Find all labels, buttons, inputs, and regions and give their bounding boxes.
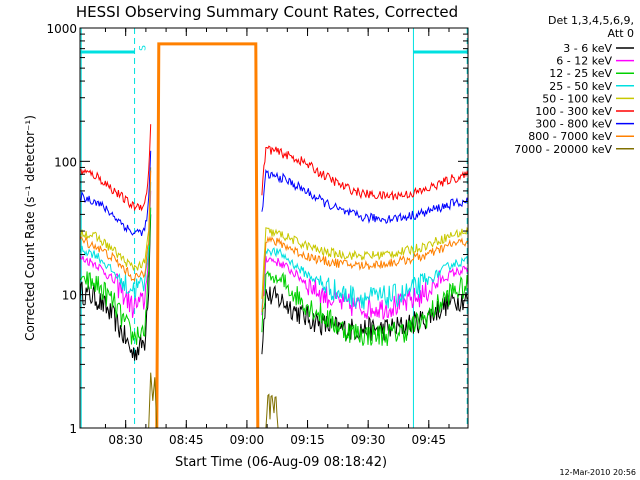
series-line-3-6-kev	[79, 214, 152, 361]
legend-label-50-100-kev: 50 - 100 keV	[542, 92, 612, 105]
series-line-6-12-kev	[261, 255, 469, 320]
x-tick-label: 09:45	[411, 433, 446, 447]
legend-label-3-6-kev: 3 - 6 keV	[563, 42, 612, 55]
footer-timestamp: 12-Mar-2010 20:56	[560, 468, 637, 477]
x-tick-label: 08:45	[169, 433, 204, 447]
x-axis: 08:30 08:45 09:00 09:15 09:30 09:45	[104, 28, 450, 447]
y-tick-label: 10	[62, 289, 77, 303]
series-line-100-300-kev	[261, 145, 469, 201]
series-line-25-50-kev	[79, 181, 152, 300]
series-line-7000-20000-kev	[265, 393, 279, 429]
legend-label-7000-20000-kev: 7000 - 20000 keV	[514, 143, 612, 156]
series-line-300-800-kev	[261, 169, 469, 225]
x-axis-label: Start Time (06-Aug-09 08:18:42)	[175, 455, 387, 470]
x-tick-label: 09:15	[290, 433, 325, 447]
series-line-50-100-kev	[79, 167, 152, 271]
y-axis: 1 10 100 1000	[46, 22, 468, 436]
chart-title: HESSI Observing Summary Count Rates, Cor…	[76, 3, 458, 21]
series-line-25-50-kev	[261, 247, 469, 313]
saa-label: S	[138, 45, 148, 51]
legend-label-12-25-kev: 12 - 25 keV	[549, 67, 612, 80]
series-line-3-6-kev	[261, 284, 469, 355]
series-line-300-800-kev	[79, 150, 152, 237]
x-tick-label: 08:30	[108, 433, 143, 447]
series-line-50-100-kev	[261, 226, 469, 299]
series-line-800-7000-kev	[261, 235, 469, 313]
legend-header-det: Det 1,3,4,5,6,9,	[548, 14, 634, 27]
series-line-800-7000-kev	[79, 170, 152, 282]
legend-label-300-800-kev: 300 - 800 keV	[535, 118, 612, 131]
y-tick-label: 100	[54, 155, 77, 169]
legend-header-att: Att 0	[608, 27, 634, 40]
series-line-7000-20000-kev	[148, 372, 158, 429]
series-line-6-12-kev	[79, 190, 152, 318]
plot-frame	[79, 27, 469, 429]
legend-label-100-300-kev: 100 - 300 keV	[535, 105, 612, 118]
legend-label-800-7000-kev: 800 - 7000 keV	[528, 130, 612, 143]
plot-area: S	[79, 28, 469, 429]
series-line-12-25-kev	[261, 270, 469, 346]
y-axis-label: Corrected Count Rate (s⁻¹ detector⁻¹)	[23, 115, 37, 341]
series-line-100-300-kev	[79, 124, 152, 212]
y-tick-label: 1	[69, 422, 77, 436]
legend-label-6-12-kev: 6 - 12 keV	[556, 55, 612, 68]
x-tick-label: 09:00	[230, 433, 265, 447]
legend-label-25-50-kev: 25 - 50 keV	[549, 80, 612, 93]
series-line-12-25-kev	[79, 207, 152, 345]
series-line-800-7000-kev	[155, 42, 260, 429]
y-tick-label: 1000	[46, 22, 77, 36]
x-tick-label: 09:30	[351, 433, 386, 447]
